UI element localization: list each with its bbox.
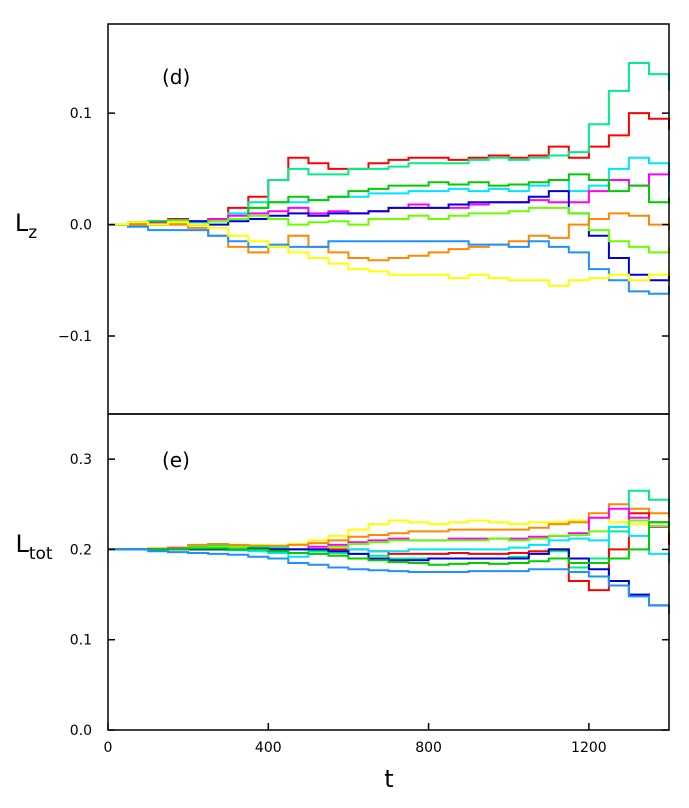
panel-e-series-spring-green [108,489,670,569]
panel-e: 0.0 0.1 0.2 0.3 0 400 800 1200 (e) [70,413,670,756]
panel-d-series-sky-blue [108,223,670,295]
panel-e-ytick-label: 0.2 [70,542,92,558]
panel-e-ytick-label: 0.1 [70,633,92,649]
panel-d-label: (d) [162,65,190,89]
panel-e-series-orange [108,503,670,551]
panel-d-series-blue [108,190,670,282]
panel-d-series [108,62,670,295]
panel-d-ytick-label: 0.1 [70,106,92,122]
panel-d-series-orange [108,212,670,262]
panel-e-ylabel-sub: tot [29,544,53,564]
panel-e-series-sky-blue [108,548,670,615]
x-axis-label: t [384,765,393,793]
panel-d-ylabel: Lz [15,209,37,243]
x-tick-label: 1200 [571,740,607,756]
panel-e-frame [107,413,670,731]
panel-e-ticks: 0.0 0.1 0.2 0.3 0 400 800 1200 [70,452,669,756]
panel-e-ylabel: Ltot [15,530,52,564]
panel-e-ytick-label: 0.0 [70,723,92,739]
panel-d-ytick-label: 0.0 [70,218,92,234]
panel-d-series-green [108,173,670,226]
x-tick-label: 0 [104,740,113,756]
panel-e-ytick-label: 0.3 [70,452,92,468]
panel-e-label: (e) [162,448,190,472]
panel-d-ytick-label: −0.1 [58,329,92,345]
panel-e-series-magenta [108,507,669,551]
panel-d-series-spring-green [108,62,670,226]
panel-e-ylabel-main: L [15,530,29,558]
panel-d-ticks: −0.1 0.0 0.1 [58,106,669,345]
panel-e-series-chartreuse [108,519,670,551]
panel-e-series [108,489,670,615]
panel-d-series-magenta [108,171,670,226]
panel-d-ylabel-main: L [15,209,29,237]
x-tick-label: 400 [255,740,282,756]
panel-d-series-yellow [108,221,670,287]
x-tick-label: 800 [415,740,442,756]
panel-e-series-green [108,521,670,566]
panel-d: −0.1 0.0 0.1 (d) [58,23,670,415]
panel-d-ylabel-sub: z [28,223,37,243]
